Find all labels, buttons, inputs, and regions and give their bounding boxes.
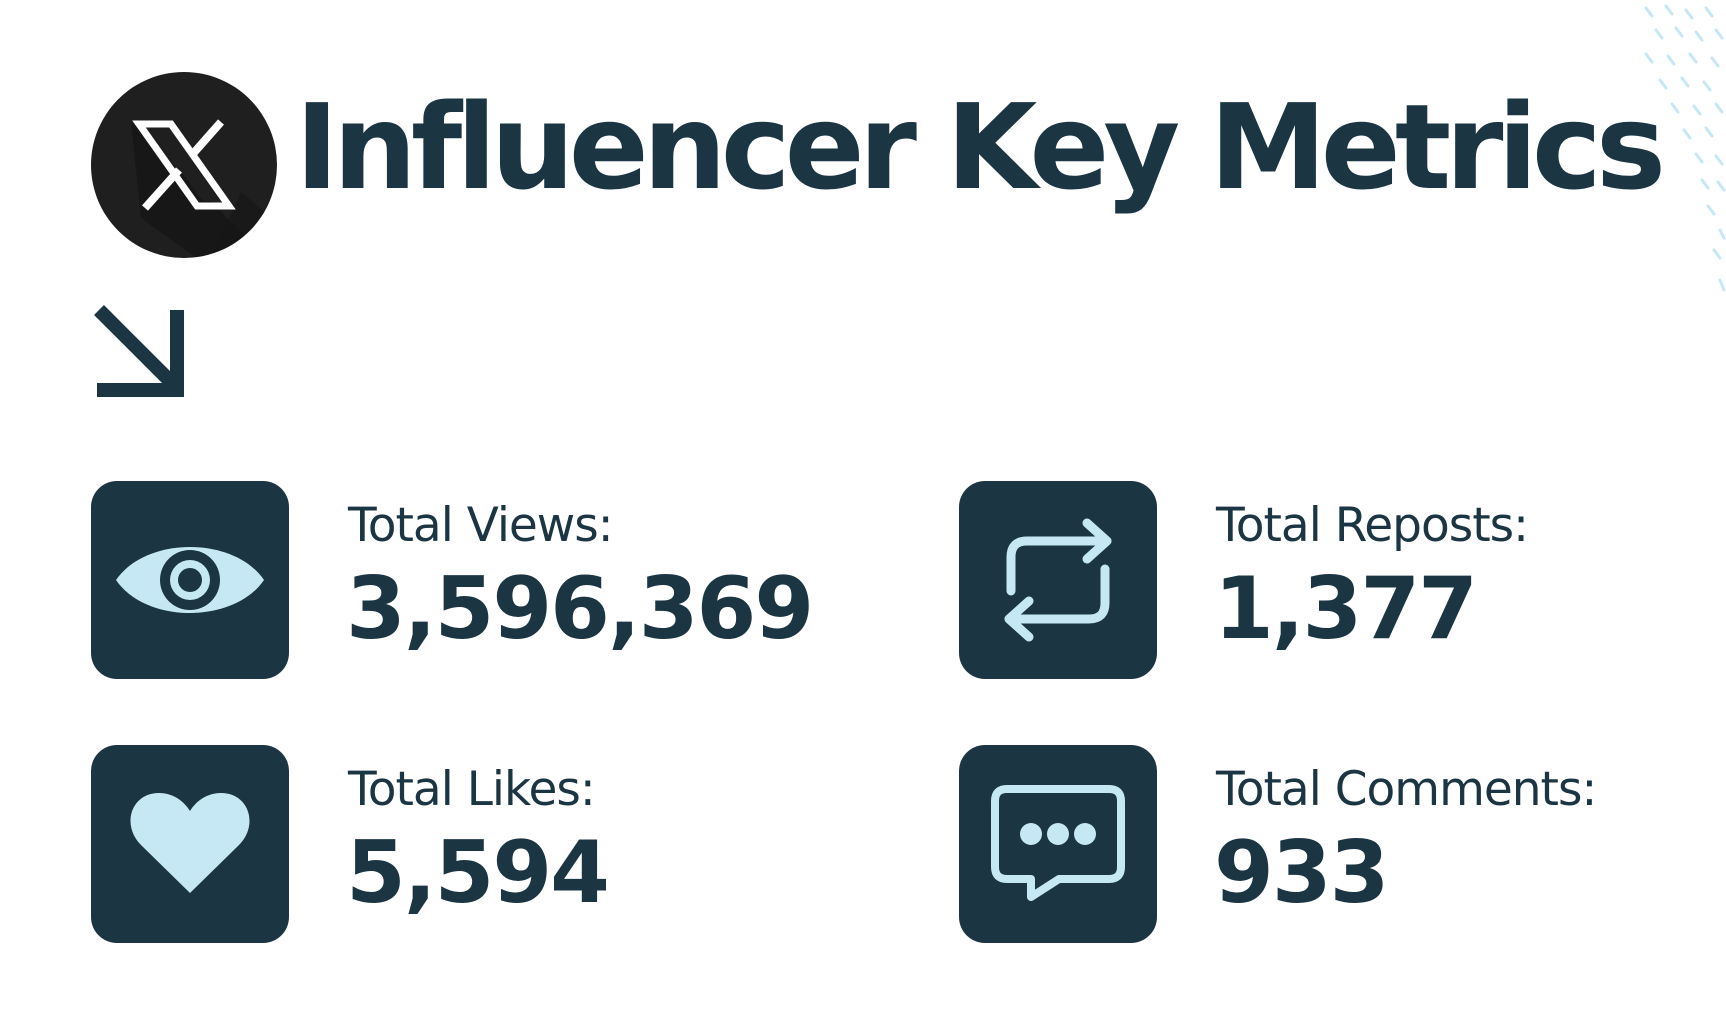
likes-label: Total Likes: bbox=[348, 762, 596, 817]
likes-value: 5,594 bbox=[346, 823, 610, 923]
comment-icon bbox=[959, 745, 1157, 943]
page-title: Influencer Key Metrics bbox=[295, 78, 1666, 216]
arrow-down-right-icon bbox=[94, 305, 184, 397]
decorative-pattern bbox=[1644, 4, 1726, 292]
reposts-label: Total Reposts: bbox=[1216, 498, 1529, 553]
x-logo-icon bbox=[91, 72, 277, 258]
views-value: 3,596,369 bbox=[346, 559, 814, 659]
reposts-value: 1,377 bbox=[1214, 559, 1478, 659]
comments-value: 933 bbox=[1214, 823, 1390, 923]
heart-icon bbox=[91, 745, 289, 943]
repost-icon bbox=[959, 481, 1157, 679]
comments-label: Total Comments: bbox=[1216, 762, 1597, 817]
views-label: Total Views: bbox=[348, 498, 614, 553]
eye-icon bbox=[91, 481, 289, 679]
